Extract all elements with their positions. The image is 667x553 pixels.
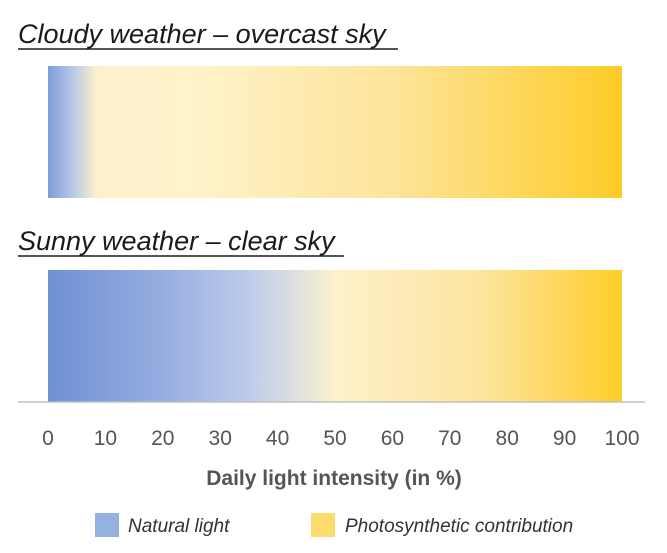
x-tick-label: 40 bbox=[266, 427, 289, 450]
x-tick-label: 50 bbox=[323, 427, 346, 450]
x-tick-label: 0 bbox=[42, 427, 54, 450]
x-axis-title: Daily light intensity (in %) bbox=[206, 467, 462, 490]
panel-cloudy: Cloudy weather – overcast sky bbox=[18, 19, 622, 198]
legend-swatch-natural-light bbox=[95, 513, 119, 537]
legend-label-natural-light: Natural light bbox=[128, 516, 230, 537]
legend-label-photosynthetic: Photosynthetic contribution bbox=[345, 516, 573, 537]
legend: Natural light Photosynthetic contributio… bbox=[95, 513, 573, 537]
x-tick-label: 80 bbox=[496, 427, 519, 450]
x-axis-ticks: 0 10 20 30 40 50 60 70 80 90 100 bbox=[42, 427, 639, 450]
intensity-bar-sunny bbox=[48, 270, 622, 402]
x-tick-label: 60 bbox=[381, 427, 404, 450]
x-tick-label: 20 bbox=[151, 427, 174, 450]
x-tick-label: 30 bbox=[209, 427, 232, 450]
x-tick-label: 100 bbox=[604, 427, 639, 450]
x-tick-label: 90 bbox=[553, 427, 576, 450]
panel-title-sunny: Sunny weather – clear sky bbox=[18, 226, 336, 256]
panel-sunny: Sunny weather – clear sky bbox=[18, 226, 622, 402]
x-tick-label: 70 bbox=[438, 427, 461, 450]
intensity-bar-cloudy bbox=[48, 66, 622, 198]
panel-title-cloudy: Cloudy weather – overcast sky bbox=[18, 19, 387, 49]
legend-swatch-photosynthetic bbox=[311, 513, 335, 537]
x-tick-label: 10 bbox=[94, 427, 117, 450]
